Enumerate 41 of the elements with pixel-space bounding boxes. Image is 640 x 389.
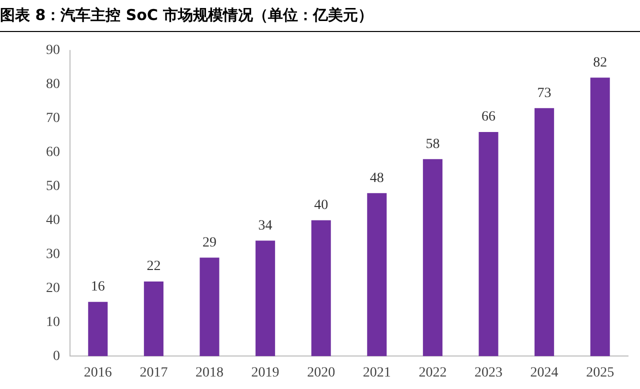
bar — [256, 240, 276, 356]
x-tick-label: 2017 — [140, 365, 168, 380]
bar — [534, 108, 554, 356]
data-label: 48 — [370, 170, 384, 186]
chart-title: 图表 8：汽车主控 SoC 市场规模情况（单位：亿美元） — [0, 6, 640, 32]
y-tick-label: 40 — [46, 212, 60, 228]
y-tick-label: 90 — [46, 43, 60, 58]
data-label: 40 — [314, 198, 328, 213]
x-tick-label: 2020 — [307, 365, 336, 380]
y-tick-label: 30 — [46, 246, 60, 262]
y-tick-label: 80 — [46, 77, 60, 92]
data-label: 34 — [258, 218, 272, 234]
data-label: 16 — [90, 280, 105, 295]
bar — [311, 220, 331, 356]
y-tick-label: 0 — [53, 348, 60, 364]
bar — [144, 281, 164, 356]
y-tick-label: 10 — [46, 314, 60, 330]
y-tick-label: 50 — [46, 178, 60, 194]
data-label: 58 — [426, 136, 440, 152]
x-tick-label: 2025 — [586, 365, 614, 380]
data-label: 22 — [146, 259, 161, 274]
data-label: 66 — [482, 110, 496, 125]
x-tick-label: 2022 — [418, 365, 447, 380]
x-tick-label: 2021 — [362, 365, 391, 380]
x-tick-label: 2023 — [474, 365, 502, 380]
bar — [422, 159, 442, 356]
data-label: 29 — [202, 235, 216, 250]
y-tick-label: 20 — [46, 280, 60, 296]
bar — [590, 78, 610, 356]
data-label: 82 — [593, 55, 608, 70]
y-tick-label: 70 — [46, 111, 60, 126]
bar — [478, 132, 498, 356]
y-tick-label: 60 — [46, 145, 60, 160]
x-tick-label: 2018 — [196, 365, 224, 380]
bar — [88, 302, 108, 356]
x-tick-label: 2019 — [251, 365, 280, 380]
bar — [367, 193, 387, 356]
x-tick-label: 2016 — [84, 365, 112, 380]
data-label: 73 — [537, 86, 552, 101]
x-tick-label: 2024 — [530, 365, 558, 380]
bar — [200, 258, 220, 356]
